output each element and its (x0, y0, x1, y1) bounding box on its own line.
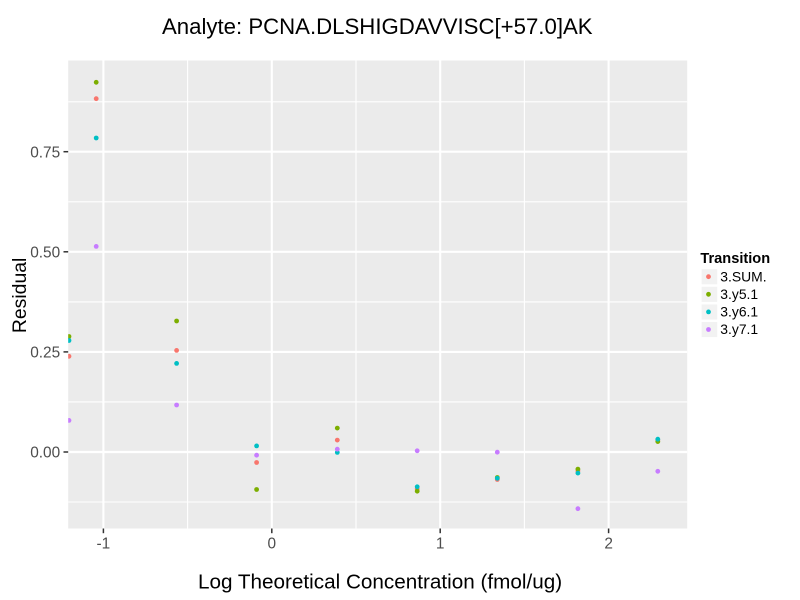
svg-text:0: 0 (268, 535, 277, 552)
svg-text:2: 2 (604, 535, 613, 552)
svg-text:0.75: 0.75 (30, 144, 60, 161)
svg-text:3.y5.1: 3.y5.1 (720, 286, 758, 302)
svg-text:3.SUM.: 3.SUM. (720, 268, 766, 284)
svg-text:Residual: Residual (9, 258, 31, 333)
svg-text:3.y7.1: 3.y7.1 (720, 321, 758, 337)
svg-text:0.50: 0.50 (30, 245, 60, 262)
svg-text:1: 1 (436, 535, 445, 552)
svg-text:Analyte: PCNA.DLSHIGDAVVISC[+5: Analyte: PCNA.DLSHIGDAVVISC[+57.0]AK (162, 14, 593, 39)
svg-text:0.25: 0.25 (30, 345, 60, 362)
svg-text:Transition: Transition (700, 251, 770, 267)
svg-text:Log Theoretical Concentration: Log Theoretical Concentration (fmol/ug) (198, 571, 562, 594)
svg-text:3.y6.1: 3.y6.1 (720, 304, 758, 320)
svg-text:-1: -1 (97, 535, 111, 552)
svg-text:0.00: 0.00 (30, 445, 60, 462)
